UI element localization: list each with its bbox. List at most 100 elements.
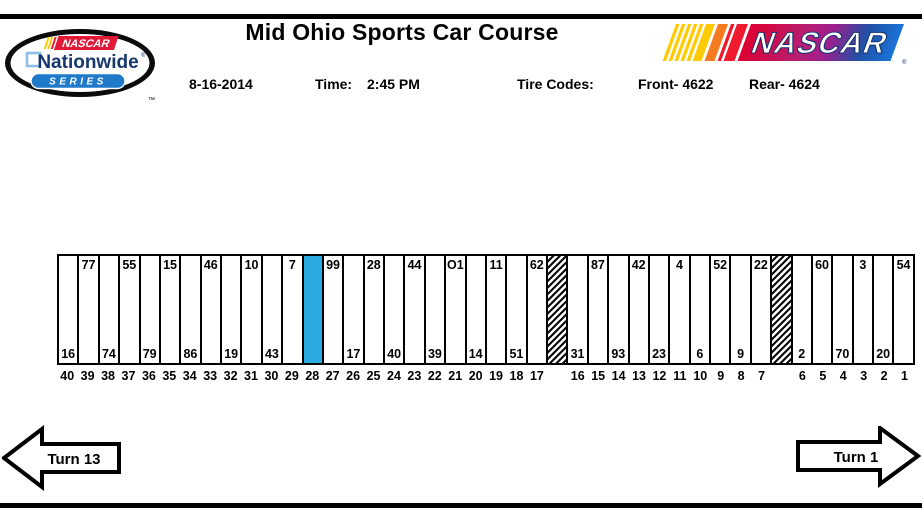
car-number: 55 — [122, 258, 137, 272]
pit-stall: 44 — [405, 256, 426, 363]
pit-stall: 11 — [486, 256, 508, 363]
mini-nascar-word: NASCAR — [60, 38, 111, 50]
car-number: 70 — [835, 346, 850, 361]
pit-stall: 99 — [323, 256, 345, 363]
pit-stall: 52 — [711, 256, 732, 363]
bottom-divider-line — [0, 503, 922, 508]
pit-stall: 4 — [670, 256, 691, 363]
car-number: 51 — [509, 346, 524, 361]
nascar-word: NASCAR — [747, 26, 894, 60]
pit-stall: 3 — [853, 256, 874, 363]
car-number: 52 — [713, 258, 728, 272]
stall-number: 4 — [839, 369, 847, 383]
stall-number: 1 — [901, 369, 908, 383]
pit-stall: 62 — [527, 256, 548, 363]
pit-stall: 31 — [568, 256, 589, 363]
stall-number: 17 — [529, 369, 544, 383]
nationwide-word: Nationwide — [37, 52, 138, 73]
pit-stall: 6 — [690, 256, 711, 363]
stall-number: 2 — [880, 369, 888, 383]
pit-stall: 60 — [812, 256, 834, 363]
stall-number: 13 — [632, 369, 646, 383]
car-number: 11 — [489, 258, 503, 272]
pit-stall: 20 — [874, 256, 895, 363]
pit-stall: 2 — [792, 256, 813, 363]
car-number: 42 — [631, 258, 646, 272]
pit-stall: 70 — [833, 256, 854, 363]
pit-stall: 10 — [242, 256, 263, 363]
turn-13-arrow: Turn 13 — [2, 425, 121, 491]
car-number: 16 — [61, 346, 76, 361]
pit-stall: 19 — [222, 256, 243, 363]
pit-stall: 46 — [201, 256, 222, 363]
tire-rear-code: Rear- 4624 — [749, 76, 820, 92]
pit-stall: 74 — [99, 256, 121, 363]
car-number: 46 — [203, 258, 218, 272]
car-number: 87 — [590, 258, 605, 272]
nascar-registered-mark: ® — [902, 59, 907, 65]
nationwide-frame-icon — [25, 51, 42, 68]
car-number: 79 — [142, 346, 157, 361]
pit-stall: 16 — [59, 256, 80, 363]
page-title: Mid Ohio Sports Car Course — [245, 19, 559, 45]
car-number: 28 — [366, 258, 381, 272]
stall-number: 35 — [162, 369, 177, 383]
event-date: 8-16-2014 — [189, 76, 253, 92]
car-number: 31 — [570, 346, 585, 361]
nationwide-trademark: ™ — [148, 97, 155, 104]
car-number: 10 — [244, 258, 259, 272]
stall-number: 19 — [489, 369, 504, 383]
stall-number: 6 — [798, 369, 806, 383]
pit-stall: 79 — [140, 256, 161, 363]
car-number: 9 — [737, 346, 745, 361]
stall-number: 33 — [203, 369, 218, 383]
stall-number: 18 — [509, 369, 524, 383]
car-number: 15 — [163, 258, 178, 272]
stall-number: 28 — [305, 369, 320, 383]
stall-number: 34 — [182, 369, 197, 383]
series-word: SERIES — [49, 77, 107, 88]
car-number: 77 — [81, 258, 96, 272]
car-number: 40 — [387, 346, 402, 361]
pit-stall: 77 — [79, 256, 100, 363]
pit-stall: 43 — [262, 256, 284, 363]
nationwide-registered-mark: ® — [141, 52, 146, 59]
stall-number: 30 — [264, 369, 279, 383]
turn-1-arrow: Turn 1 — [796, 426, 921, 488]
pit-stall: 17 — [344, 256, 365, 363]
time-label: Time: — [315, 76, 353, 92]
stall-number: 11 — [673, 369, 687, 383]
pit-stall: 23 — [649, 256, 671, 363]
pit-stall: O1 — [446, 256, 467, 363]
pit-stall-selected — [303, 256, 324, 363]
car-number: 23 — [652, 346, 667, 361]
stall-number: 8 — [737, 369, 745, 383]
pit-stall: 42 — [629, 256, 650, 363]
stall-number: 25 — [366, 369, 381, 383]
car-number: 43 — [264, 346, 279, 361]
stall-number: 9 — [717, 369, 725, 383]
pit-stall: 87 — [588, 256, 610, 363]
pit-stall: 39 — [425, 256, 447, 363]
stall-number: 16 — [570, 369, 585, 383]
car-number: 74 — [101, 346, 116, 361]
car-number: O1 — [446, 258, 464, 272]
car-number: 2 — [798, 346, 806, 361]
top-divider-line — [0, 14, 922, 19]
time-value: 2:45 PM — [367, 76, 420, 92]
stall-number: 15 — [591, 369, 606, 383]
nascar-logo: NASCAR ® — [662, 24, 907, 65]
tire-codes-label: Tire Codes: — [517, 76, 594, 92]
mini-nascar-bar-icon: NASCAR — [43, 36, 119, 50]
stall-number — [547, 369, 567, 383]
car-number: 62 — [529, 258, 544, 272]
pit-stall-hatched — [772, 256, 793, 363]
stall-number: 32 — [223, 369, 238, 383]
pit-stall: 28 — [364, 256, 385, 363]
stall-number: 40 — [60, 369, 75, 383]
car-number: 39 — [427, 346, 442, 361]
car-number: 19 — [224, 346, 239, 361]
pit-stall: 14 — [466, 256, 487, 363]
stall-number: 39 — [80, 369, 95, 383]
stall-number: 27 — [325, 369, 340, 383]
